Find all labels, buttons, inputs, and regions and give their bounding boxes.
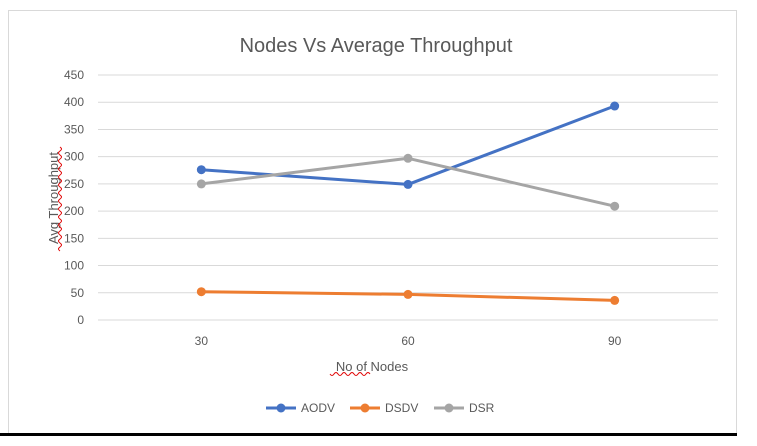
data-point-dsdv	[403, 289, 413, 299]
y-tick-label: 200	[64, 204, 84, 218]
data-point-dsr	[403, 153, 413, 163]
y-tick-label: 0	[77, 313, 84, 327]
y-axis-ticks: 0 50 100 150 200 250 300 350 400 450	[64, 68, 84, 327]
legend-marker-dsdv	[360, 403, 370, 413]
data-point-dsdv	[610, 295, 620, 305]
legend: AODV DSDV DSR	[266, 401, 495, 415]
y-tick-label: 350	[64, 122, 84, 136]
x-tick-label: 60	[401, 334, 415, 348]
legend-label-dsr: DSR	[469, 401, 495, 415]
legend-label-aodv: AODV	[301, 401, 335, 415]
x-tick-label: 30	[195, 334, 209, 348]
data-point-dsdv	[196, 287, 206, 297]
y-tick-label: 300	[64, 150, 84, 164]
y-tick-label: 50	[71, 286, 85, 300]
data-point-dsr	[610, 201, 620, 211]
x-axis-ticks: 30 60 90	[195, 334, 622, 348]
data-point-aodv	[610, 101, 620, 111]
spellcheck-underline	[329, 372, 371, 376]
y-tick-label: 250	[64, 177, 84, 191]
spellcheck-underline-vertical	[58, 146, 62, 252]
y-tick-label: 150	[64, 231, 84, 245]
data-point-aodv	[403, 179, 413, 189]
x-axis-label: No of Nodes	[336, 359, 409, 374]
series-line-aodv	[199, 104, 617, 186]
y-tick-label: 400	[64, 95, 84, 109]
y-tick-label: 450	[64, 68, 84, 82]
data-point-dsr	[196, 179, 206, 189]
series-layer	[196, 101, 620, 305]
data-point-aodv	[196, 165, 206, 175]
chart-title: Nodes Vs Average Throughput	[240, 35, 513, 57]
legend-marker-dsr	[444, 403, 454, 413]
chart-area	[8, 10, 737, 434]
bottom-border	[0, 433, 737, 436]
y-tick-label: 100	[64, 259, 84, 273]
gridlines	[98, 74, 718, 321]
legend-label-dsdv: DSDV	[385, 401, 418, 415]
legend-marker-aodv	[276, 403, 286, 413]
y-axis-label: Avg Throughput	[46, 152, 61, 244]
x-tick-label: 90	[608, 334, 622, 348]
